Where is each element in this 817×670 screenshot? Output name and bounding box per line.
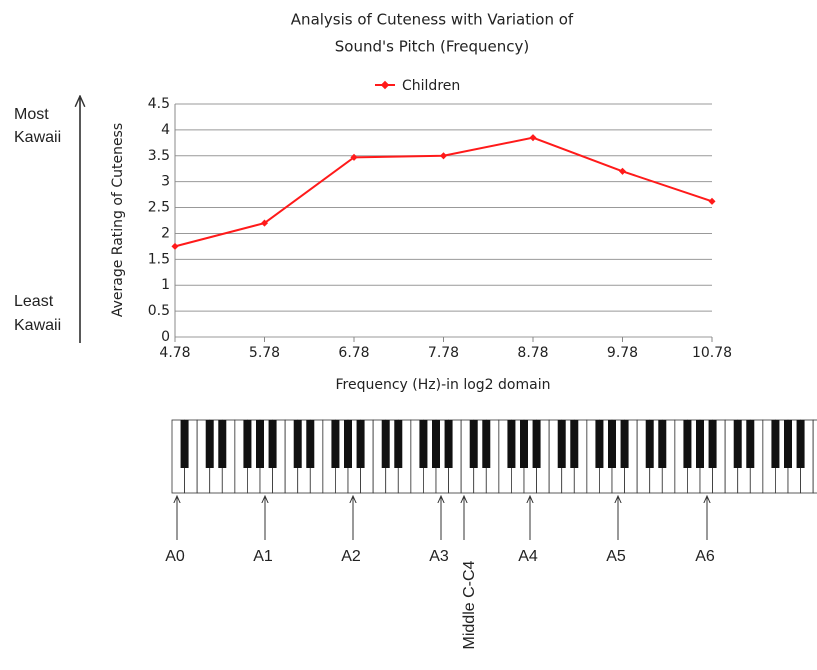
black-key	[181, 420, 189, 468]
black-key	[357, 420, 365, 468]
black-key	[218, 420, 226, 468]
key-label: A2	[341, 548, 361, 565]
key-label: A0	[165, 548, 185, 565]
black-key	[608, 420, 616, 468]
scale-label: Least	[14, 293, 54, 310]
black-key	[746, 420, 754, 468]
y-tick-label: 2	[161, 225, 170, 241]
y-tick-label: 3	[161, 174, 170, 190]
black-key	[294, 420, 302, 468]
black-key	[533, 420, 541, 468]
black-key	[256, 420, 264, 468]
x-tick-label: 10.78	[692, 345, 732, 361]
black-key	[470, 420, 478, 468]
black-key	[269, 420, 277, 468]
black-key	[709, 420, 717, 468]
x-tick-label: 5.78	[249, 345, 280, 361]
y-tick-label: 0.5	[148, 303, 170, 319]
x-tick-label: 7.78	[428, 345, 459, 361]
page: Analysis of Cuteness with Variation of S…	[0, 0, 817, 666]
x-tick-label: 8.78	[517, 345, 548, 361]
black-key	[595, 420, 603, 468]
black-key	[520, 420, 528, 468]
black-key	[206, 420, 214, 468]
black-key	[394, 420, 402, 468]
black-key	[570, 420, 578, 468]
y-tick-label: 0	[161, 329, 170, 345]
black-key	[734, 420, 742, 468]
chart-title: Sound's Pitch (Frequency)	[335, 38, 529, 56]
x-tick-label: 4.78	[159, 345, 190, 361]
point	[440, 152, 447, 159]
key-label: A3	[429, 548, 449, 565]
y-tick-label: 4.5	[148, 96, 170, 112]
black-key	[797, 420, 805, 468]
key-label: Middle C-C4	[461, 560, 478, 649]
scale-label: Kawaii	[14, 129, 61, 146]
point	[529, 134, 536, 141]
black-key	[432, 420, 440, 468]
y-tick-label: 1.5	[148, 251, 170, 267]
x-axis-label: Frequency (Hz)-in log2 domain	[336, 377, 551, 393]
legend-marker	[381, 81, 389, 89]
black-key	[646, 420, 654, 468]
y-tick-label: 1	[161, 277, 170, 293]
key-label: A4	[518, 548, 538, 565]
black-key	[382, 420, 390, 468]
black-key	[784, 420, 792, 468]
black-key	[419, 420, 427, 468]
black-key	[696, 420, 704, 468]
black-key	[331, 420, 339, 468]
key-label: A1	[253, 548, 273, 565]
black-key	[344, 420, 352, 468]
black-key	[306, 420, 314, 468]
white-key	[813, 420, 817, 493]
key-label: A6	[695, 548, 715, 565]
black-key	[621, 420, 629, 468]
point	[619, 168, 626, 175]
key-label: A5	[606, 548, 626, 565]
black-key	[445, 420, 453, 468]
piano	[172, 420, 817, 493]
black-key	[482, 420, 490, 468]
black-key	[507, 420, 515, 468]
chart-title: Analysis of Cuteness with Variation of	[291, 11, 574, 29]
black-key	[558, 420, 566, 468]
y-tick-label: 3.5	[148, 148, 170, 164]
black-key	[683, 420, 691, 468]
black-key	[243, 420, 251, 468]
figure: Analysis of Cuteness with Variation of S…	[0, 0, 817, 666]
y-axis-label: Average Rating of Cuteness	[110, 123, 126, 317]
black-key	[658, 420, 666, 468]
point	[708, 198, 715, 205]
point	[171, 243, 178, 250]
piano-labels: A0 A1 A2 A3 A4 A5 A6 Middle C-C4	[165, 496, 715, 649]
y-tick-label: 2.5	[148, 200, 170, 216]
black-key	[771, 420, 779, 468]
scale-label: Kawaii	[14, 317, 61, 334]
x-tick-label: 6.78	[338, 345, 369, 361]
x-tick-label: 9.78	[607, 345, 638, 361]
scale-label: Most	[14, 106, 49, 123]
legend-label: Children	[402, 78, 460, 94]
y-tick-label: 4	[161, 122, 170, 138]
